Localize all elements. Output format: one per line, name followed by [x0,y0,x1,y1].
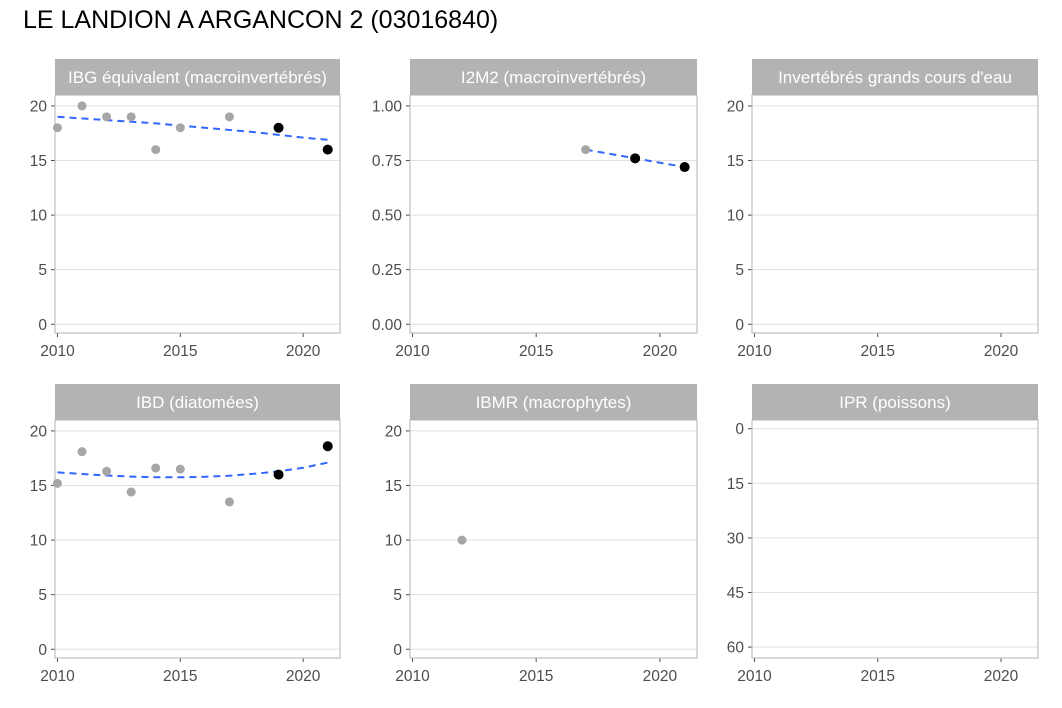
y-tick-label: 10 [727,208,745,225]
x-tick-label: 2015 [163,668,197,685]
y-tick-label: 20 [727,98,745,115]
y-tick-label: 0 [735,421,744,438]
data-point [126,487,136,497]
y-tick-label: 5 [38,587,47,604]
y-tick-label: 10 [30,533,48,550]
y-tick-label: 0.75 [372,153,402,170]
panel-strip [752,384,1038,420]
panel-border [409,94,698,334]
y-tick-label: 5 [735,262,744,279]
y-tick-label: 0 [38,642,47,659]
x-tick-label: 2020 [643,668,678,685]
panel-i2m2: I2M2 (macroinvertébrés) 0.00 0.25 0.50 0.75 1… [372,59,698,360]
data-point [151,463,161,473]
x-tick-label: 2015 [860,668,894,685]
panel-strip [410,59,697,95]
panel-strip [752,59,1038,95]
y-tick-label: 20 [30,98,48,115]
data-point-recent [322,144,333,155]
x-tick-label: 2020 [984,343,1019,360]
panel-ipr: IPR (poissons) 0 15 30 45 60 2010 2015 2020 [727,384,1039,685]
panel-strip-label: IBD (diatomées) [136,393,259,412]
x-tick-label: 2010 [40,668,75,685]
x-tick-label: 2015 [519,343,553,360]
panel-border [751,419,1039,659]
data-point [175,123,185,133]
x-tick-label: 2020 [984,668,1019,685]
panel-strip [55,59,340,95]
y-tick-label: 0 [38,317,47,334]
y-tick-label: 45 [727,585,744,602]
page-title: LE LANDION A ARGANCON 2 (03016840) [23,6,499,34]
y-tick-label: 0 [735,317,744,334]
panel-strip-label: IBMR (macrophytes) [476,393,632,412]
y-tick-label: 30 [727,530,745,547]
panel-border [54,419,341,659]
data-point [224,112,234,122]
panel-strip-label: IBG équivalent (macroinvertébrés) [68,68,327,87]
panel-strip-label: I2M2 (macroinvertébrés) [461,68,646,87]
x-tick-label: 2010 [395,343,430,360]
data-point-recent [630,153,641,164]
x-tick-label: 2010 [737,668,772,685]
panel-strip [410,384,697,420]
panel-strip-label: IPR (poissons) [839,393,950,412]
y-tick-label: 1.00 [372,98,403,115]
panel-strip [55,384,340,420]
x-tick-label: 2020 [643,343,678,360]
y-tick-label: 20 [30,423,48,440]
data-point [102,466,112,476]
y-tick-label: 0.50 [372,208,403,225]
data-point-recent [322,441,333,452]
data-point [224,497,234,507]
y-tick-label: 0 [393,642,402,659]
data-point [52,123,62,133]
y-tick-label: 15 [385,478,402,495]
data-point-recent [273,122,284,133]
y-tick-label: 5 [38,262,47,279]
y-tick-label: 15 [727,476,744,493]
data-point [175,464,185,474]
panel-ibmr: IBMR (macrophytes) 0 5 10 15 20 2010 2015 2020 [385,384,698,685]
x-tick-label: 2020 [286,343,321,360]
x-tick-label: 2015 [163,343,197,360]
panel-igce: Invertébrés grands cours d'eau0510152020… [727,59,1039,360]
panel-border [751,94,1039,334]
y-tick-label: 20 [385,423,403,440]
y-tick-label: 60 [727,640,745,657]
trend-line [57,115,328,141]
y-tick-label: 15 [30,153,47,170]
y-tick-label: 5 [393,587,402,604]
x-tick-label: 2015 [519,668,553,685]
data-point-recent [679,162,690,173]
data-point-recent [273,469,284,480]
x-tick-label: 2010 [40,343,75,360]
data-point [126,112,136,122]
y-tick-label: 10 [385,533,403,550]
panel-ibd: IBD (diatomées) 0 5 10 15 20 2010 2015 2020 [30,384,341,685]
y-tick-label: 10 [30,208,48,225]
panel-ibg: IBG équivalent (macroinvertébrés) 0 5 10 15 2… [30,59,341,360]
data-point [581,145,591,155]
x-tick-label: 2010 [395,668,430,685]
y-tick-label: 15 [30,478,47,495]
data-point [102,112,112,122]
data-point [77,447,87,457]
data-point [52,478,62,488]
panel-border [54,94,341,334]
x-tick-label: 2010 [737,343,772,360]
x-tick-label: 2020 [286,668,321,685]
y-tick-label: 0.00 [372,317,403,334]
data-point [457,535,467,545]
panel-border [409,419,698,659]
panel-strip-label: Invertébrés grands cours d'eau [778,68,1012,87]
y-tick-label: 0.25 [372,262,402,279]
trend-line [57,461,328,479]
x-tick-label: 2015 [860,343,894,360]
data-point [151,145,161,155]
data-point [77,101,87,111]
y-tick-label: 15 [727,153,744,170]
